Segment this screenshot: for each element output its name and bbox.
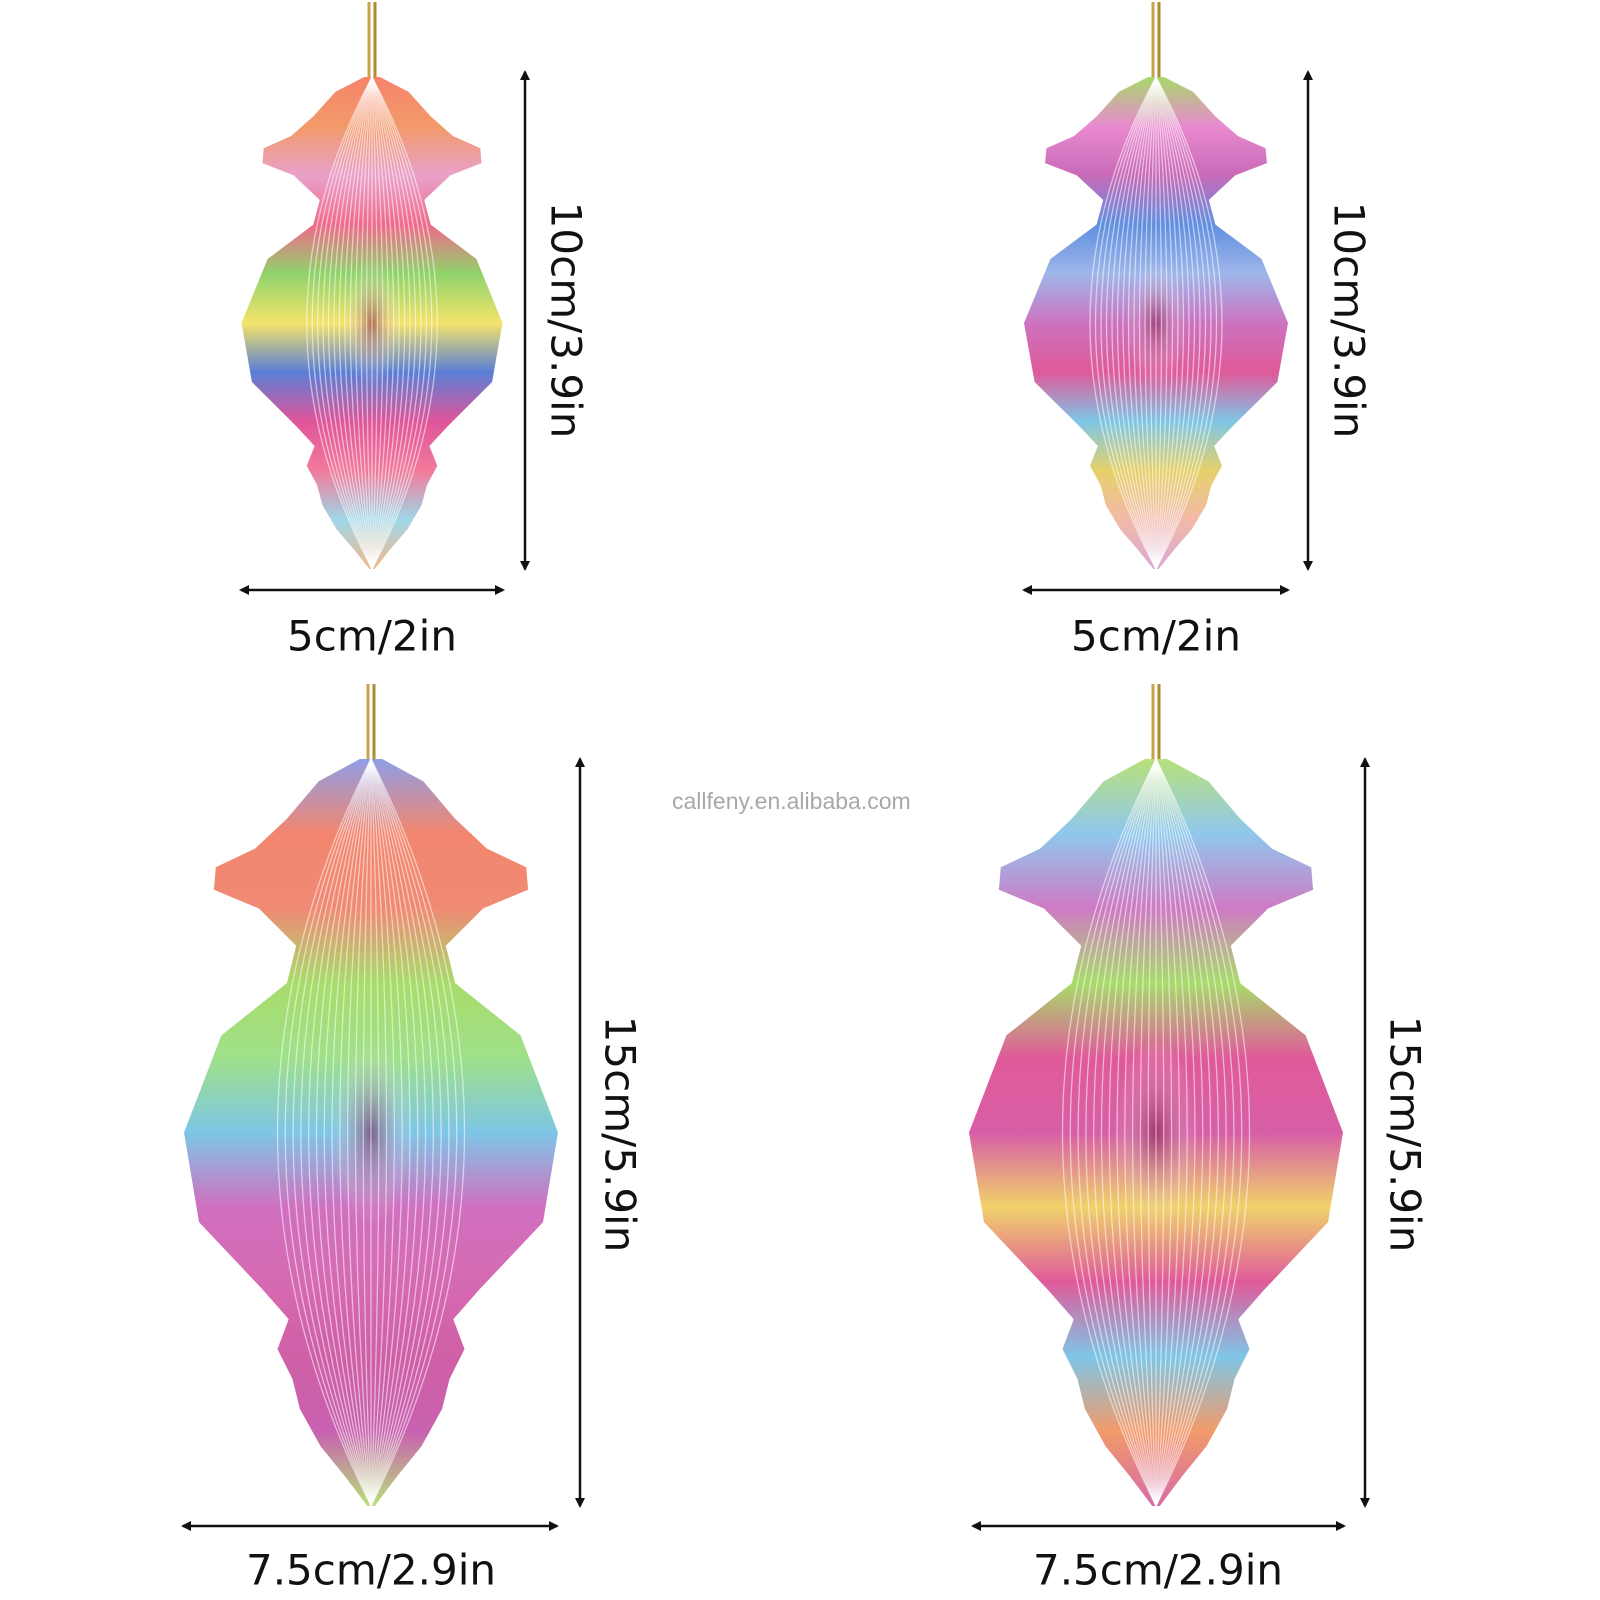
width-label-2: 5cm/2in bbox=[1071, 611, 1241, 661]
width-label-1: 5cm/2in bbox=[287, 611, 457, 661]
height-label-3: 15cm/5.9in bbox=[595, 1015, 645, 1253]
small-ornament-cool bbox=[1022, 2, 1313, 595]
small-ornament-warm bbox=[239, 2, 530, 595]
width-label-3: 7.5cm/2.9in bbox=[245, 1545, 497, 1595]
width-label-4: 7.5cm/2.9in bbox=[1032, 1545, 1284, 1595]
height-label-2: 10cm/3.9in bbox=[1324, 201, 1374, 439]
height-label-4: 15cm/5.9in bbox=[1380, 1015, 1430, 1253]
watermark: callfeny.en.alibaba.com bbox=[672, 788, 911, 814]
large-ornament-pink bbox=[181, 684, 585, 1531]
height-label-1: 10cm/3.9in bbox=[541, 201, 591, 439]
large-ornament-rainbow bbox=[969, 684, 1370, 1531]
